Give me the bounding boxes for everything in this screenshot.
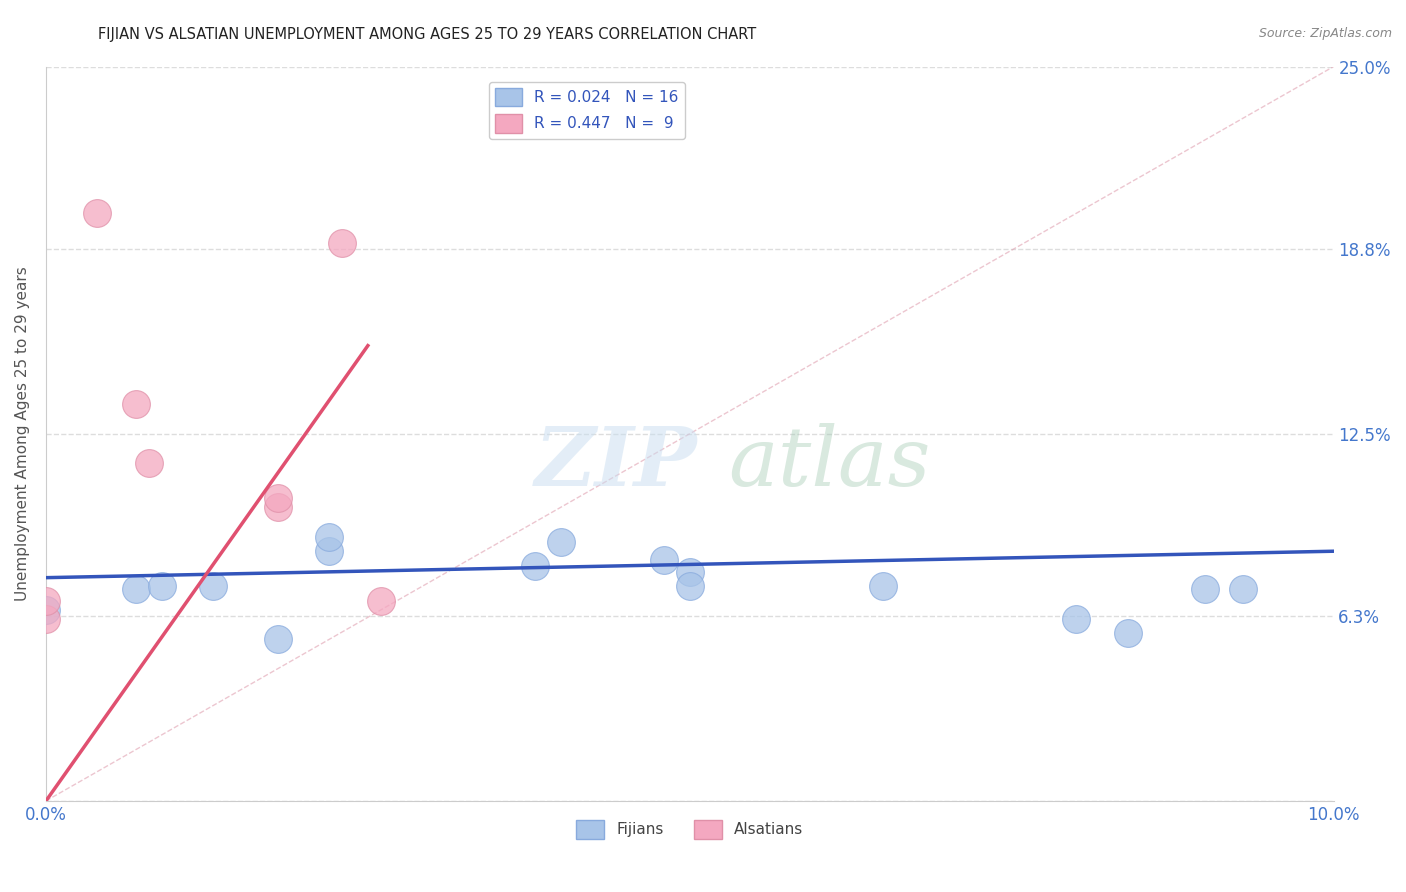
Point [86,206,108,220]
Text: Source: ZipAtlas.com: Source: ZipAtlas.com [1258,27,1392,40]
Point [1064,612,1087,626]
Text: FIJIAN VS ALSATIAN UNEMPLOYMENT AMONG AGES 25 TO 29 YEARS CORRELATION CHART: FIJIAN VS ALSATIAN UNEMPLOYMENT AMONG AG… [98,27,756,42]
Point [150,579,173,593]
Point [318,530,340,544]
Point [1116,626,1139,640]
Point [679,565,702,579]
Point [330,235,353,250]
Point [267,632,290,647]
Point [652,89,675,103]
Point [370,594,392,608]
Point [138,456,160,470]
Text: atlas: atlas [728,423,931,503]
Point [1232,582,1254,597]
Point [1194,582,1216,597]
Point [35,603,58,617]
Point [679,579,702,593]
Point [652,553,675,567]
Point [267,491,290,506]
Point [550,535,572,549]
Point [35,594,58,608]
Point [872,579,894,593]
Point [267,500,290,515]
Point [202,579,225,593]
Point [35,612,58,626]
Legend: Fijians, Alsatians: Fijians, Alsatians [571,814,810,845]
Point [125,582,148,597]
Point [125,397,148,411]
Point [318,544,340,558]
Text: ZIP: ZIP [536,423,697,503]
Y-axis label: Unemployment Among Ages 25 to 29 years: Unemployment Among Ages 25 to 29 years [15,267,30,601]
Point [524,558,547,573]
